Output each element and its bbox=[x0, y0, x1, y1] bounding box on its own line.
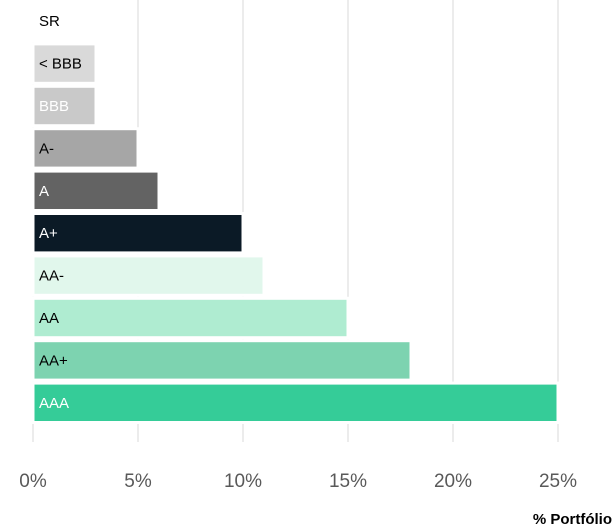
x-tick-label: 15% bbox=[329, 471, 367, 492]
bar bbox=[31, 254, 266, 297]
bar bbox=[31, 169, 161, 213]
bar bbox=[31, 296, 350, 340]
x-tick-label: 10% bbox=[224, 471, 262, 492]
bar-label: A+ bbox=[39, 225, 58, 242]
bar-label: A- bbox=[39, 140, 54, 157]
bar-label: SR bbox=[39, 13, 60, 30]
bar-label: AA bbox=[39, 310, 59, 327]
bar bbox=[31, 381, 560, 425]
bar-label: AA- bbox=[39, 268, 64, 285]
bar bbox=[31, 212, 245, 255]
bar-label: BBB bbox=[39, 98, 69, 115]
bar bbox=[31, 84, 98, 128]
bar-label: AAA bbox=[39, 395, 69, 412]
bar-label: AA+ bbox=[39, 352, 68, 369]
x-tick-label: 0% bbox=[19, 471, 47, 492]
x-tick-label: 5% bbox=[124, 471, 152, 492]
bar bbox=[31, 42, 98, 85]
bar bbox=[31, 127, 140, 170]
x-axis-title: % Portfólio bbox=[533, 511, 612, 528]
x-tick-label: 20% bbox=[434, 471, 472, 492]
bar bbox=[31, 0, 119, 43]
x-tick-label: 25% bbox=[539, 471, 577, 492]
bar-label: < BBB bbox=[39, 56, 82, 73]
bar-label: A bbox=[39, 183, 49, 200]
bar bbox=[31, 339, 413, 382]
